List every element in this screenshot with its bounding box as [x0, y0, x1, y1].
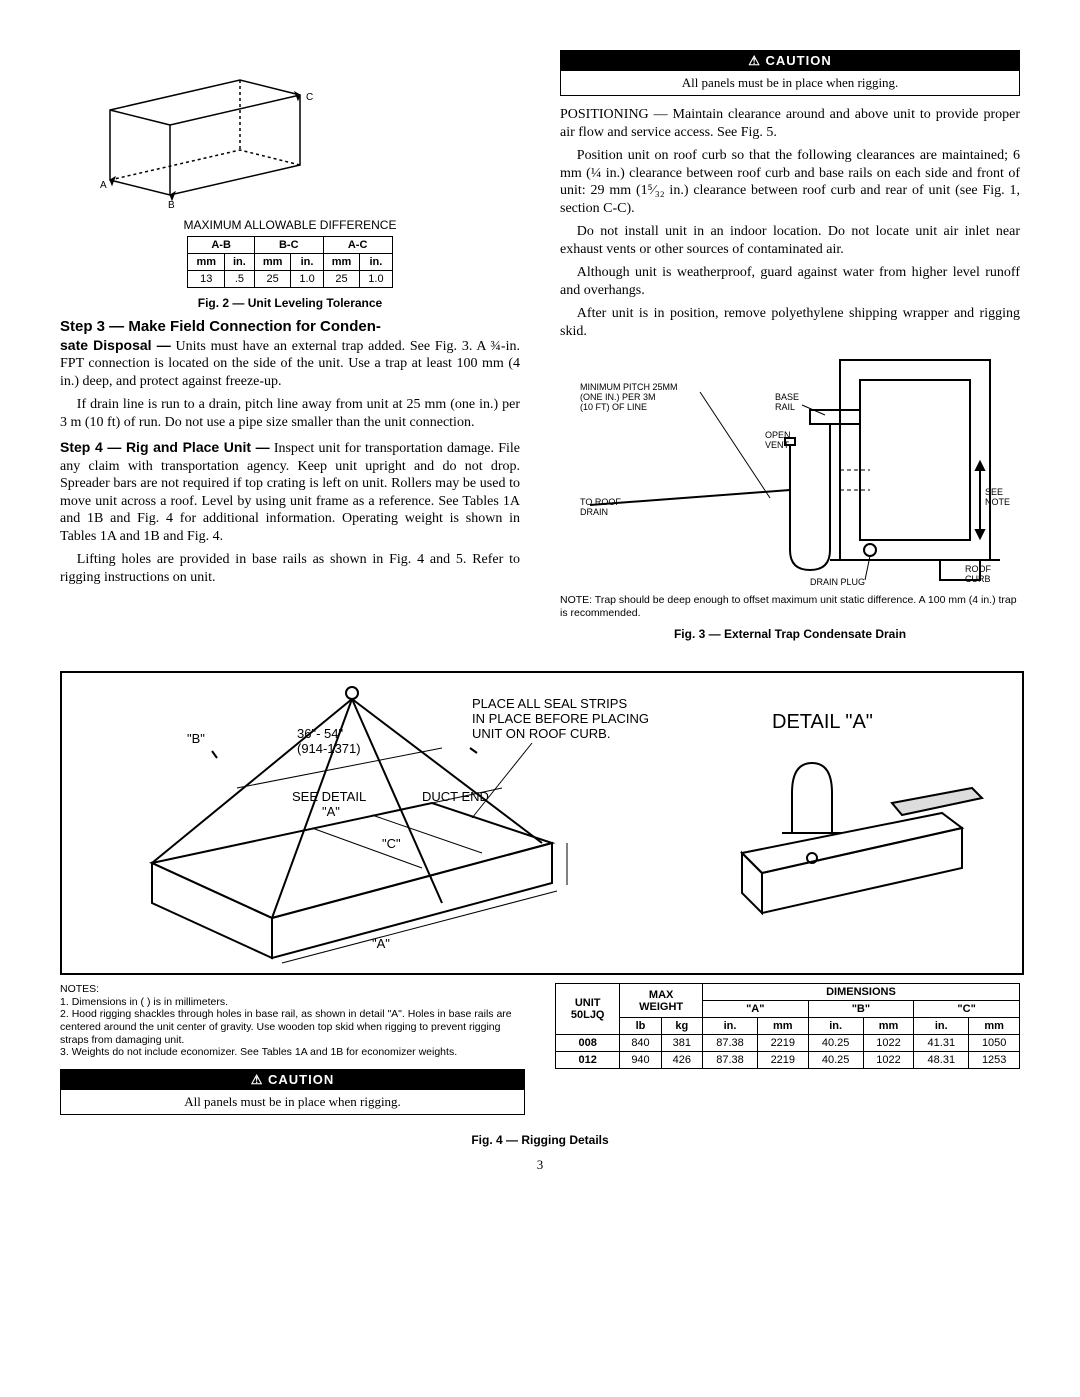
th-bc: B-C	[254, 237, 323, 254]
fig4-c-label: "C"	[382, 836, 401, 851]
caution-box-bottom: ⚠ CAUTION All panels must be in place wh…	[60, 1069, 525, 1115]
fig3-caption: Fig. 3 — External Trap Condensate Drain	[560, 627, 1020, 641]
fig4-a-label: "A"	[372, 936, 390, 951]
fig3-pitch3: (10 FT) OF LINE	[580, 402, 647, 412]
svg-text:NOTE: NOTE	[985, 497, 1010, 507]
svg-text:CURB: CURB	[965, 574, 991, 584]
fig4-seal1: PLACE ALL SEAL STRIPS	[472, 696, 627, 711]
caution-body: All panels must be in place when rigging…	[561, 71, 1019, 95]
svg-text:RAIL: RAIL	[775, 402, 795, 412]
fig3-diagram: MINIMUM PITCH 25MM (ONE IN.) PER 3M (10 …	[570, 350, 1010, 590]
fig4-b-label: "B"	[187, 731, 205, 746]
fig3-pitch2: (ONE IN.) PER 3M	[580, 392, 656, 402]
rigging-table: UNIT50LJQ MAXWEIGHT DIMENSIONS "A" "B" "…	[555, 983, 1020, 1069]
fig3-seenote: SEE	[985, 487, 1003, 497]
fig2-caption: Fig. 2 — Unit Leveling Tolerance	[60, 296, 520, 310]
svg-text:IN PLACE BEFORE PLACING: IN PLACE BEFORE PLACING	[472, 711, 649, 726]
page-number: 3	[60, 1157, 1020, 1173]
fig3-roofcurb: ROOF	[965, 564, 992, 574]
th-ab: A-B	[188, 237, 254, 254]
positioning-p4: Although unit is weatherproof, guard aga…	[560, 264, 1020, 299]
svg-text:UNIT ON ROOF CURB.: UNIT ON ROOF CURB.	[472, 726, 610, 741]
fig3-pitch1: MINIMUM PITCH 25MM	[580, 382, 678, 392]
fig4-caption: Fig. 4 — Rigging Details	[60, 1133, 1020, 1147]
step4-heading: Step 4 — Rig and Place Unit —	[60, 439, 270, 455]
positioning-p2: Position unit on roof curb so that the f…	[560, 147, 1020, 217]
step3-heading: Step 3 — Make Field Connection for Conde…	[60, 318, 381, 335]
svg-text:DRAIN: DRAIN	[580, 507, 608, 517]
fig2-label-b: B	[168, 200, 175, 210]
positioning-p1: POSITIONING — Maintain clearance around …	[560, 106, 1020, 141]
fig3-openvent: OPEN	[765, 430, 791, 440]
step3-subhead: sate Disposal —	[60, 337, 171, 353]
fig3-toroof: TO ROOF	[580, 497, 621, 507]
positioning-p5: After unit is in position, remove polyet…	[560, 305, 1020, 340]
fig2-label-c: C	[306, 92, 313, 103]
positioning-p3: Do not install unit in an indoor locatio…	[560, 223, 1020, 258]
svg-text:VENT: VENT	[765, 440, 790, 450]
th-unit: UNIT50LJQ	[556, 984, 620, 1035]
fig4-notes: NOTES: 1. Dimensions in ( ) is in millim…	[60, 983, 525, 1059]
fig4-ductend: DUCT END	[422, 789, 489, 804]
fig3-drainplug: DRAIN PLUG	[810, 577, 865, 587]
fig2-diagram: A B C	[60, 40, 330, 210]
fig3-note: NOTE: Trap should be deep enough to offs…	[560, 594, 1020, 619]
th-ac: A-C	[323, 237, 392, 254]
fig4-range: 36"- 54"	[297, 726, 343, 741]
step4-p1: Inspect unit for transportation damage. …	[60, 441, 520, 544]
fig3-baserail: BASE	[775, 392, 799, 402]
caution-box-top: ⚠ CAUTION All panels must be in place wh…	[560, 50, 1020, 96]
fig4-detail-a: DETAIL "A"	[772, 711, 873, 733]
fig2-max-allow: MAXIMUM ALLOWABLE DIFFERENCE	[60, 218, 520, 232]
step4-p2: Lifting holes are provided in base rails…	[60, 551, 520, 586]
fig4-seedetail: SEE DETAIL	[292, 789, 366, 804]
caution-header: ⚠ CAUTION	[561, 51, 1019, 71]
svg-text:"A": "A"	[322, 804, 340, 819]
fig2-label-a: A	[100, 180, 107, 191]
th-maxweight: MAXWEIGHT	[620, 984, 703, 1018]
fig4-diagram: "B" 36"- 54" (914-1371) SEE DETAIL "A" D…	[60, 671, 1024, 975]
fig4-range-mm: (914-1371)	[297, 741, 361, 756]
tolerance-table: A-B B-C A-C mm in. mm in. mm in. 13 .5 2…	[187, 236, 392, 288]
step3-p2: If drain line is run to a drain, pitch l…	[60, 396, 520, 431]
